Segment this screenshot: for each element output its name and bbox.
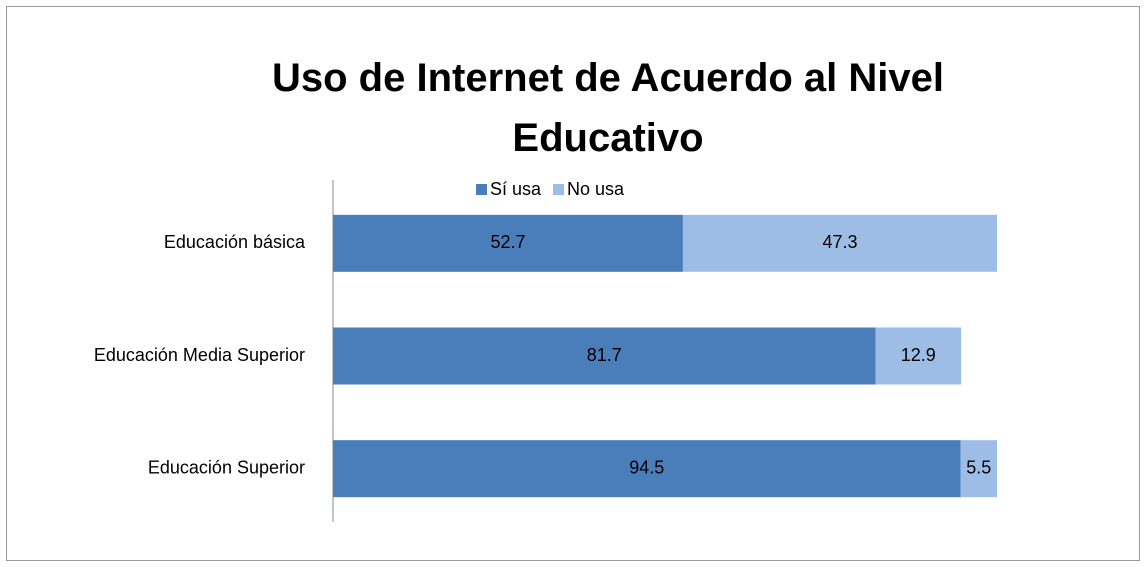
bar-segment bbox=[333, 327, 876, 385]
chart-title: Uso de Internet de Acuerdo al Nivel Educ… bbox=[271, 56, 944, 160]
legend-label: Sí usa bbox=[490, 179, 542, 199]
y-tick-label: Educación Superior bbox=[148, 457, 305, 477]
legend-swatch bbox=[476, 184, 487, 195]
data-label: 5.5 bbox=[966, 457, 991, 477]
bar-segment bbox=[333, 440, 961, 498]
data-label: 81.7 bbox=[587, 345, 622, 365]
bar-segment bbox=[333, 214, 683, 272]
legend-label: No usa bbox=[567, 179, 625, 199]
bar-segment bbox=[960, 440, 997, 498]
bar-segment bbox=[682, 214, 997, 272]
bar-segment bbox=[875, 327, 962, 385]
y-tick-label: Educación básica bbox=[164, 232, 306, 252]
data-label: 94.5 bbox=[629, 457, 664, 477]
data-label: 12.9 bbox=[901, 345, 936, 365]
legend-swatch bbox=[553, 184, 565, 195]
data-label: 52.7 bbox=[490, 232, 525, 252]
y-tick-label: Educación Media Superior bbox=[94, 345, 305, 365]
data-label: 47.3 bbox=[822, 232, 857, 252]
